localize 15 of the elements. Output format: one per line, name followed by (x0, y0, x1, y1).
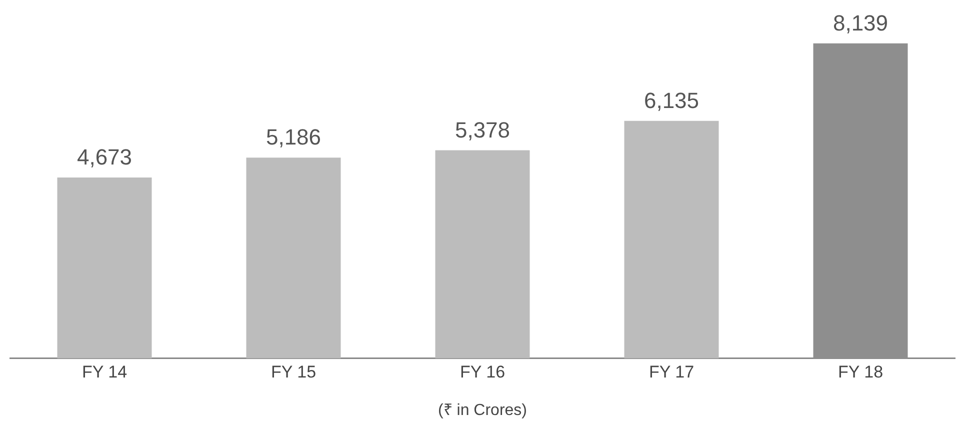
x-tick-label: FY 18 (838, 362, 884, 382)
x-tick-label: FY 15 (270, 362, 316, 382)
data-label: 5,378 (454, 117, 510, 142)
bar (57, 178, 152, 358)
data-label: 6,135 (644, 88, 700, 113)
data-label: 4,673 (76, 144, 132, 170)
bar (624, 120, 719, 358)
bar (435, 150, 530, 358)
x-tick-label: FY 16 (460, 362, 506, 382)
x-tick-label: FY 17 (648, 362, 694, 382)
bar (246, 158, 341, 358)
data-label: 8,139 (832, 10, 888, 36)
data-label: 5,186 (266, 124, 322, 150)
x-tick-label: FY 14 (82, 362, 128, 382)
x-axis-title: (₹ in Crores) (438, 402, 528, 419)
